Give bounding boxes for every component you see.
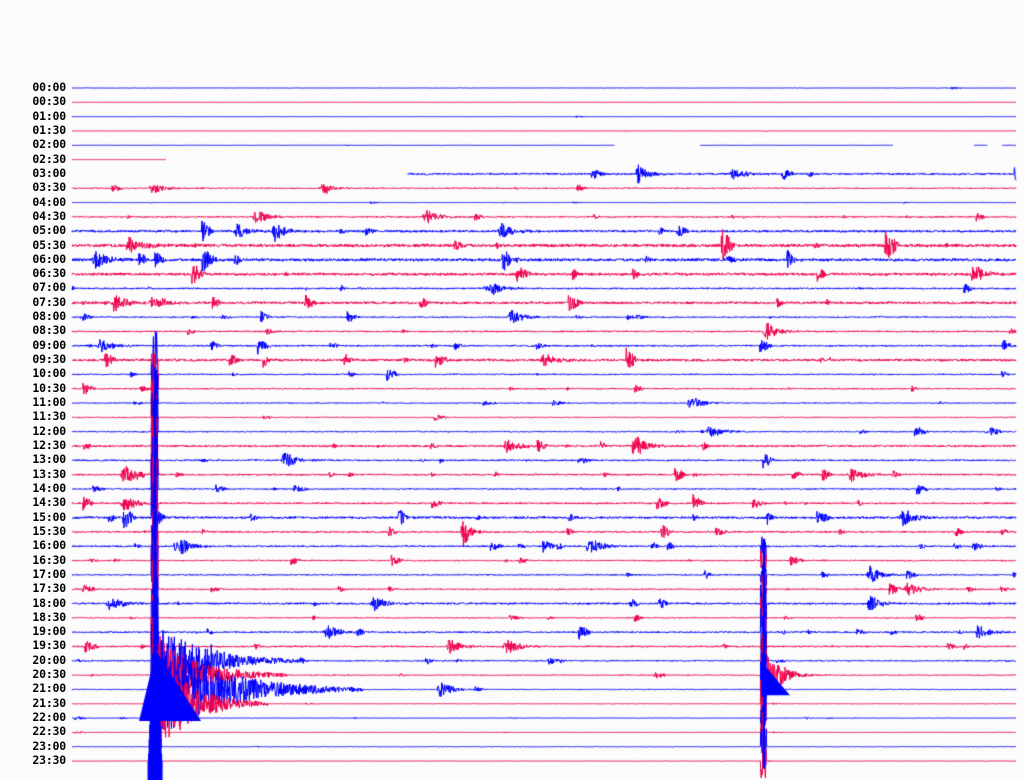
helicorder-plot: BS Krupnik, Bulgaria Applied filter: WWS… bbox=[0, 0, 1024, 780]
seismogram-canvas bbox=[0, 0, 1024, 780]
